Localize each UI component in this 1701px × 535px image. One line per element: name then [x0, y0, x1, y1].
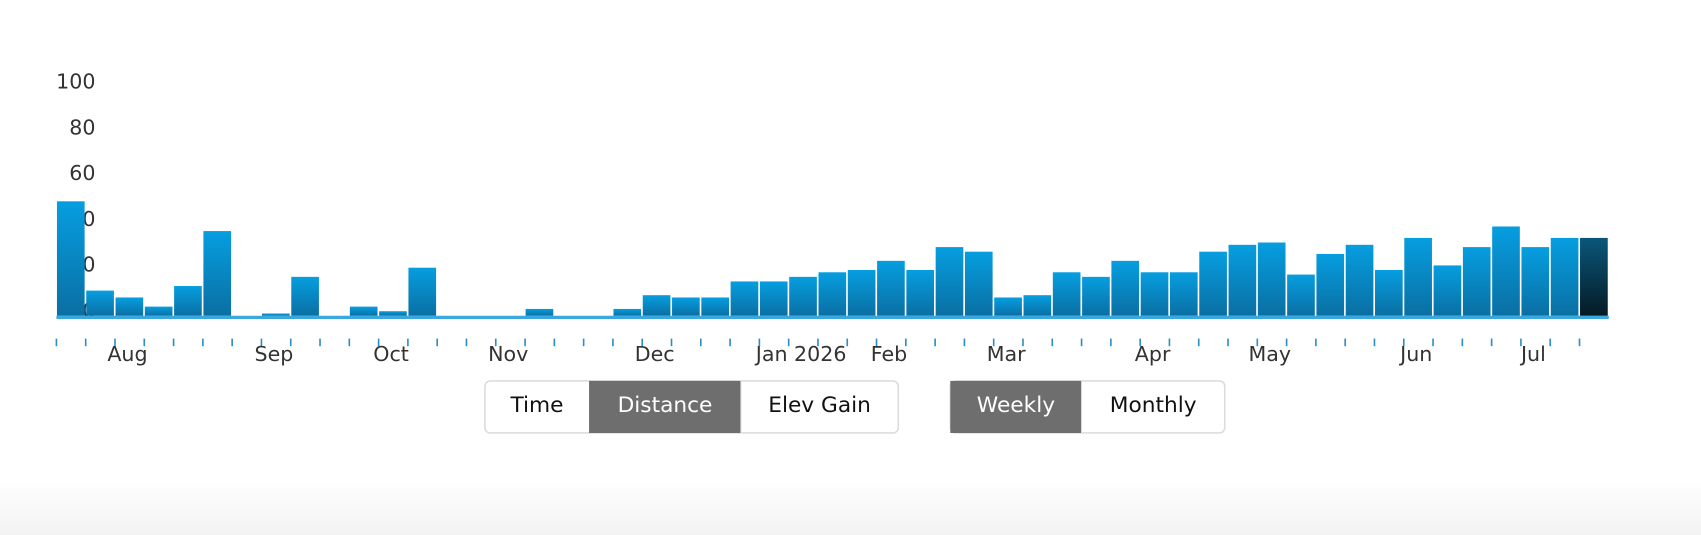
- bar: [1550, 237, 1579, 316]
- bar: [1023, 295, 1052, 316]
- footer-shade: [0, 477, 1701, 535]
- bars: [56, 201, 1608, 316]
- bar: [1199, 251, 1227, 316]
- bar: [115, 297, 144, 316]
- bar: [964, 251, 993, 316]
- y-tick-label: 60: [69, 161, 95, 185]
- x-tick-label: Oct: [373, 342, 409, 366]
- bar: [789, 276, 817, 316]
- bar: [935, 247, 964, 316]
- bar: [1521, 247, 1550, 316]
- selected-segment[interactable]: [589, 380, 741, 433]
- bar: [408, 267, 437, 316]
- bar-highlight-tint: [1580, 237, 1608, 316]
- bar: [613, 308, 642, 316]
- bar: [203, 231, 232, 316]
- x-tick-label: Jun: [1398, 342, 1432, 366]
- option-button[interactable]: Monthly: [1110, 393, 1197, 418]
- bar: [730, 281, 759, 316]
- bar: [1287, 274, 1315, 316]
- bar: [1316, 253, 1345, 316]
- x-tick-label: Dec: [635, 342, 675, 366]
- bar: [1257, 242, 1286, 316]
- option-button[interactable]: Elev Gain: [768, 393, 871, 418]
- bar: [818, 272, 847, 316]
- bar: [86, 290, 114, 316]
- bar: [144, 306, 173, 316]
- bar: [1169, 272, 1198, 316]
- bar: [261, 313, 290, 316]
- bar: [1111, 260, 1140, 316]
- bar: [291, 276, 319, 316]
- bar: [994, 297, 1022, 316]
- option-button[interactable]: Weekly: [977, 393, 1055, 418]
- bar: [349, 306, 378, 316]
- controls: Time Distance Elev Gain Weekly Monthly: [484, 380, 1226, 434]
- bar: [1052, 272, 1081, 316]
- bar: [877, 260, 905, 316]
- bar: [642, 295, 671, 316]
- bar: [906, 269, 935, 316]
- bar: [379, 311, 407, 316]
- x-tick-label: Jul: [1519, 342, 1546, 366]
- x-tick-label: May: [1248, 342, 1291, 366]
- bar: [847, 269, 876, 316]
- bar: [1082, 276, 1110, 316]
- bar: [1404, 237, 1432, 316]
- bar: [1345, 244, 1374, 316]
- x-tick-label: Sep: [254, 342, 293, 366]
- x-tick-label: Aug: [107, 342, 147, 366]
- x-tick-label: Nov: [488, 342, 528, 366]
- bar: [672, 297, 700, 316]
- x-tick-label: Mar: [987, 342, 1026, 366]
- bar: [1140, 272, 1169, 316]
- bar: [1492, 226, 1520, 316]
- bar: [1580, 237, 1608, 316]
- bar: [525, 308, 554, 316]
- bar: [174, 286, 202, 316]
- option-button[interactable]: Distance: [618, 393, 713, 418]
- x-tick-label: Apr: [1135, 342, 1171, 366]
- x-tick-label: Jan 2026: [754, 342, 847, 366]
- y-tick-label: 100: [56, 69, 95, 93]
- bar: [701, 297, 729, 316]
- bar: [759, 281, 788, 316]
- option-button[interactable]: Time: [509, 393, 563, 418]
- x-axis: Aug Sep Oct Nov Dec Jan 2026 Feb Mar Apr May Jun Ju…: [55, 315, 1609, 366]
- bar: [56, 201, 85, 316]
- bar: [1375, 269, 1403, 316]
- bar: [1228, 244, 1257, 316]
- y-tick-label: 80: [69, 115, 95, 139]
- selected-segment[interactable]: [950, 380, 1082, 433]
- x-tick-label: Feb: [871, 342, 907, 366]
- bar: [1433, 265, 1462, 316]
- bar: [1462, 247, 1491, 316]
